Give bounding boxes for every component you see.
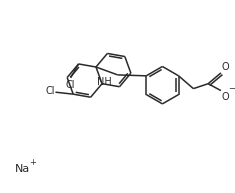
Text: NH: NH	[98, 77, 112, 87]
Text: Cl: Cl	[45, 86, 55, 96]
Text: −: −	[228, 84, 235, 93]
Text: O: O	[222, 91, 230, 102]
Text: Cl: Cl	[66, 80, 75, 90]
Text: Na: Na	[15, 164, 30, 174]
Text: O: O	[222, 62, 230, 72]
Text: +: +	[30, 158, 36, 168]
